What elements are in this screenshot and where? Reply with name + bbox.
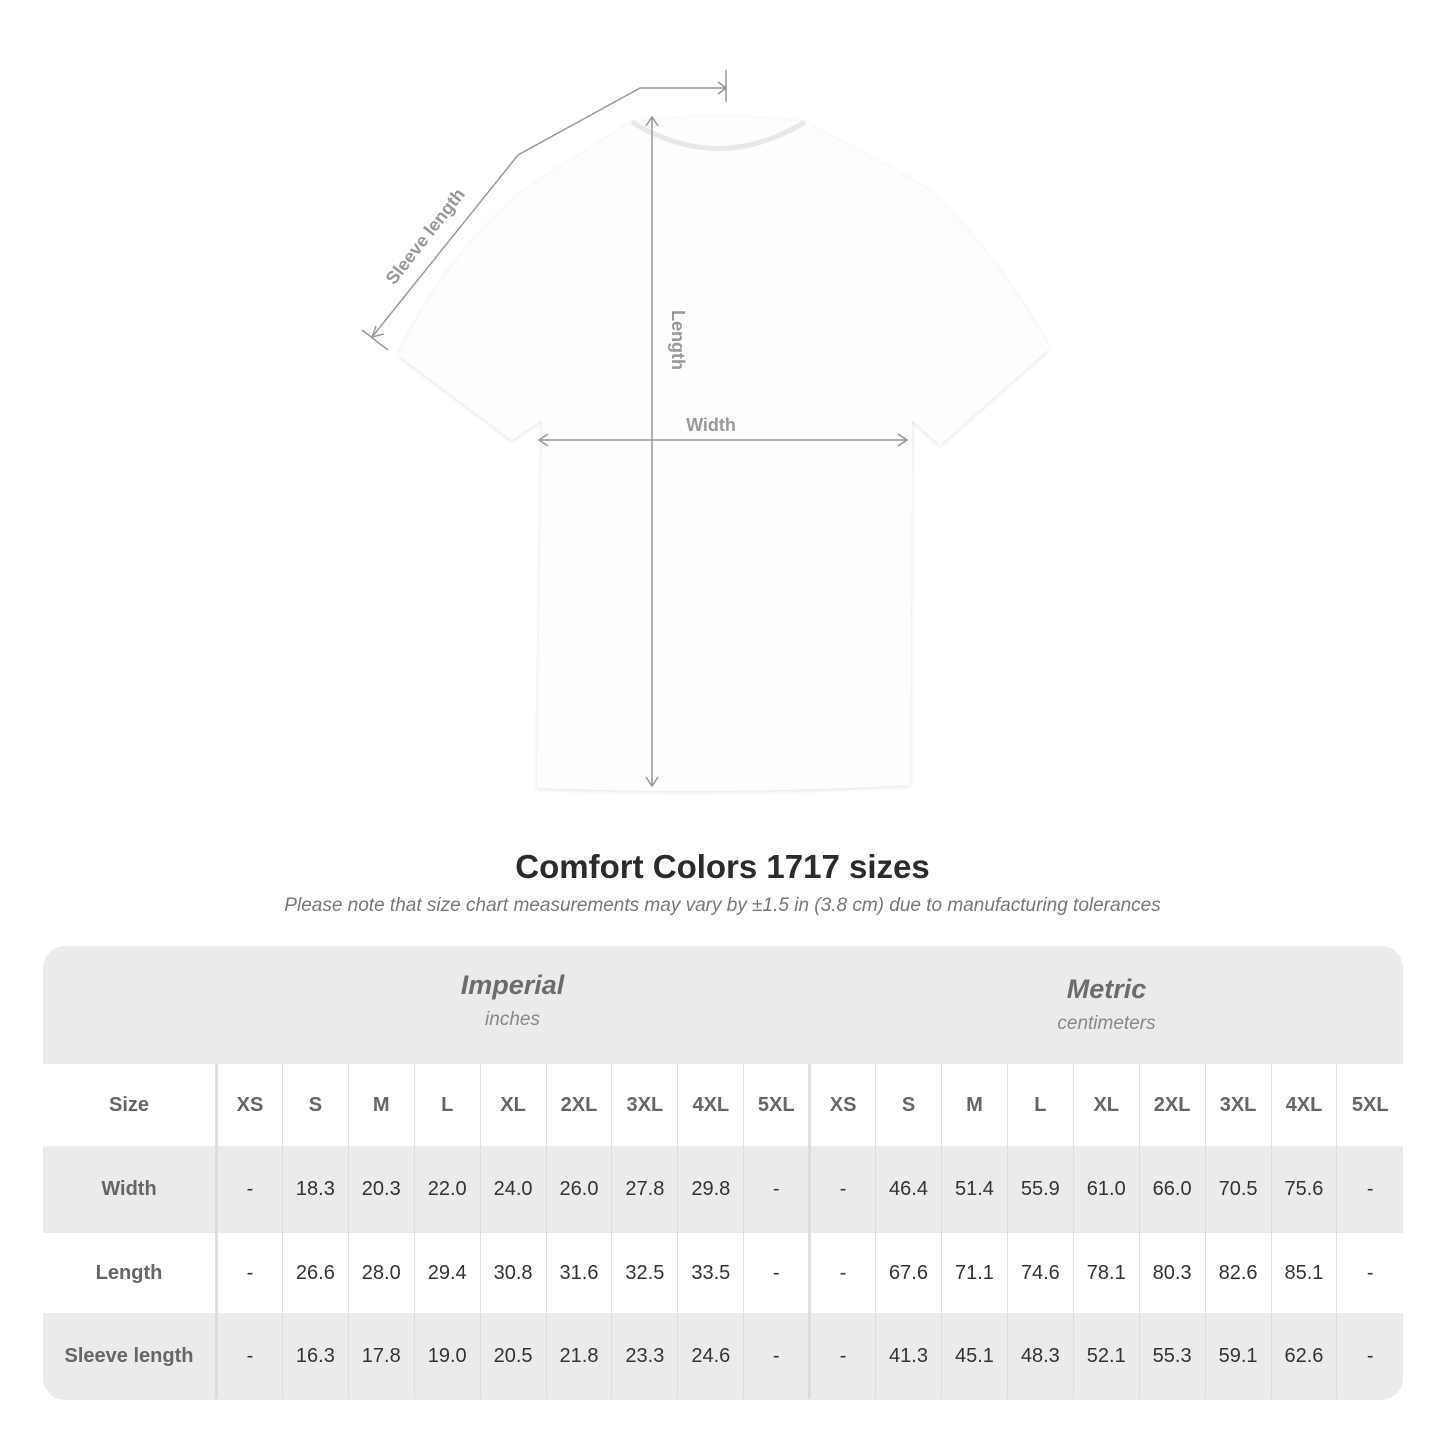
metric-value: 78.1 (1072, 1233, 1140, 1313)
imperial-header: Imperial inches (215, 970, 810, 1031)
imperial-value: 33.5 (677, 1233, 744, 1313)
imperial-size-header: M (347, 1064, 415, 1146)
imperial-value: 17.8 (347, 1313, 415, 1399)
imperial-value: - (743, 1146, 810, 1233)
metric-value: 67.6 (875, 1233, 942, 1313)
length-label: Length (668, 310, 688, 370)
metric-size-header: M (940, 1064, 1008, 1146)
imperial-value: - (216, 1233, 283, 1313)
imperial-value: 22.0 (413, 1146, 481, 1233)
metric-value: 66.0 (1138, 1146, 1206, 1233)
header-row: Size XS S M L XL 2XL 3XL 4XL 5XL XS S M L XL 2XL 3XL 4XL 5… (43, 1064, 1403, 1146)
table-row: Sleeve length -16.3 17.8 19.0 20.5 21.8 23.3 24… (43, 1313, 1403, 1399)
imperial-value: 27.8 (611, 1146, 678, 1233)
metric-value: 70.5 (1204, 1146, 1271, 1233)
metric-size-header: L (1006, 1064, 1074, 1146)
tolerance-note: Please note that size chart measurements… (284, 895, 1161, 916)
metric-value: 62.6 (1270, 1313, 1337, 1399)
imperial-unit: inches (485, 1009, 540, 1030)
metric-size-header: XL (1072, 1064, 1140, 1146)
imperial-value: 26.6 (281, 1233, 349, 1313)
metric-unit: centimeters (1057, 1013, 1156, 1034)
imperial-title: Imperial (460, 970, 565, 1000)
metric-size-header: 4XL (1270, 1064, 1337, 1146)
metric-value: 59.1 (1204, 1313, 1271, 1399)
metric-value: - (1336, 1233, 1403, 1313)
imperial-value: 31.6 (545, 1233, 612, 1313)
size-table-card: Imperial inches Metric centimeters Size X… (43, 946, 1403, 1400)
metric-value: - (808, 1146, 876, 1233)
metric-value: 51.4 (940, 1146, 1008, 1233)
table-row: Length -26.6 28.0 29.4 30.8 31.6 32.5 33.5- -67.… (43, 1233, 1403, 1313)
metric-size-header: 5XL (1336, 1064, 1403, 1146)
imperial-value: 18.3 (281, 1146, 349, 1233)
chart-title: Comfort Colors 1717 sizes (515, 848, 930, 885)
imperial-value: 23.3 (611, 1313, 678, 1399)
imperial-size-header: 4XL (677, 1064, 744, 1146)
metric-value: 74.6 (1006, 1233, 1074, 1313)
imperial-size-header: 2XL (545, 1064, 612, 1146)
imperial-value: 24.0 (479, 1146, 547, 1233)
metric-value: 82.6 (1204, 1233, 1271, 1313)
metric-value: - (808, 1233, 876, 1313)
imperial-value: 29.8 (677, 1146, 744, 1233)
imperial-value: - (216, 1146, 283, 1233)
metric-value: 71.1 (940, 1233, 1008, 1313)
row-label: Width (43, 1146, 218, 1233)
metric-value: 55.3 (1138, 1313, 1206, 1399)
imperial-value: 16.3 (281, 1313, 349, 1399)
size-table: Size XS S M L XL 2XL 3XL 4XL 5XL XS S M L XL 2XL 3XL 4XL 5… (43, 1064, 1403, 1399)
imperial-value: 21.8 (545, 1313, 612, 1399)
imperial-size-header: XS (216, 1064, 283, 1146)
imperial-value: 24.6 (677, 1313, 744, 1399)
metric-value: 75.6 (1270, 1146, 1337, 1233)
imperial-value: 26.0 (545, 1146, 612, 1233)
metric-value: 61.0 (1072, 1146, 1140, 1233)
metric-value: 85.1 (1270, 1233, 1337, 1313)
metric-size-header: S (875, 1064, 942, 1146)
imperial-value: 29.4 (413, 1233, 481, 1313)
metric-value: 48.3 (1006, 1313, 1074, 1399)
metric-value: 52.1 (1072, 1313, 1140, 1399)
tshirt-diagram: Sleeve length Length Width (361, 70, 1050, 791)
imperial-value: 30.8 (479, 1233, 547, 1313)
metric-value: - (1336, 1146, 1403, 1233)
imperial-value: 19.0 (413, 1313, 481, 1399)
metric-value: 41.3 (875, 1313, 942, 1399)
row-label: Length (43, 1233, 218, 1313)
row-label: Sleeve length (43, 1313, 218, 1399)
metric-size-header: 3XL (1204, 1064, 1271, 1146)
metric-size-header: XS (808, 1064, 876, 1146)
imperial-size-header: 5XL (743, 1064, 810, 1146)
metric-value: 46.4 (875, 1146, 942, 1233)
imperial-value: 32.5 (611, 1233, 678, 1313)
size-header: Size (43, 1064, 218, 1146)
imperial-size-header: L (413, 1064, 481, 1146)
imperial-value: 28.0 (347, 1233, 415, 1313)
metric-title: Metric (1066, 974, 1147, 1004)
metric-value: 55.9 (1006, 1146, 1074, 1233)
imperial-value: 20.5 (479, 1313, 547, 1399)
imperial-value: - (216, 1313, 283, 1399)
imperial-size-header: S (281, 1064, 349, 1146)
imperial-value: - (743, 1233, 810, 1313)
imperial-value: 20.3 (347, 1146, 415, 1233)
imperial-size-header: XL (479, 1064, 547, 1146)
metric-value: - (808, 1313, 876, 1399)
metric-value: 80.3 (1138, 1233, 1206, 1313)
tshirt-shape (398, 117, 1050, 791)
imperial-size-header: 3XL (611, 1064, 678, 1146)
metric-value: 45.1 (940, 1313, 1008, 1399)
table-row: Width -18.3 20.3 22.0 24.0 26.0 27.8 29.8- -46.4… (43, 1146, 1403, 1233)
metric-value: - (1336, 1313, 1403, 1399)
metric-header: Metric centimeters (810, 974, 1403, 1035)
imperial-value: - (743, 1313, 810, 1399)
width-label: Width (686, 415, 736, 435)
metric-size-header: 2XL (1138, 1064, 1206, 1146)
